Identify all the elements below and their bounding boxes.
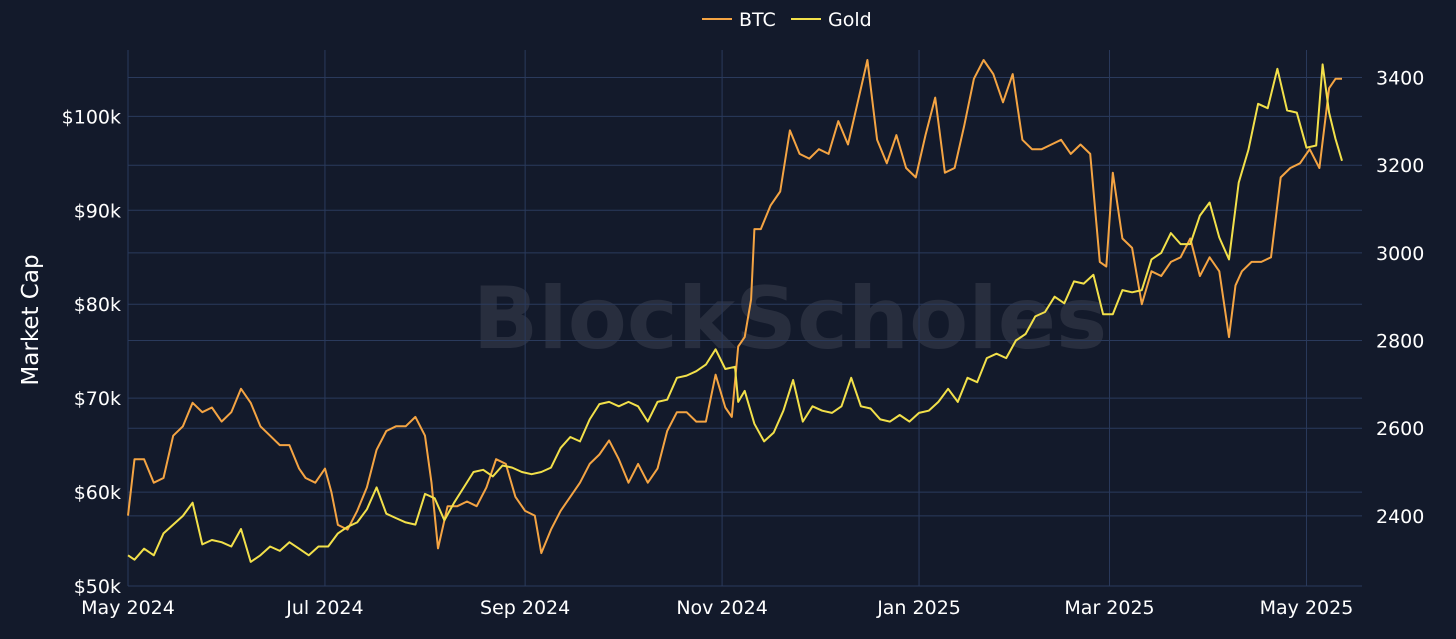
x-tick-label: Mar 2025 (1064, 597, 1154, 619)
x-tick-label: Sep 2024 (480, 597, 570, 619)
y2-tick-label: 3400 (1376, 68, 1424, 90)
x-tick-label: Nov 2024 (676, 597, 767, 619)
grid (127, 50, 1362, 587)
series-line-gold (127, 63, 1343, 563)
axes: May 2024 Jul 2024 Sep 2024 Nov 2024 Jan 2025… (62, 68, 1425, 619)
y-axis-label: Market Cap (18, 254, 44, 385)
legend[interactable]: BTC Gold (702, 9, 872, 31)
x-tick-label: May 2024 (81, 597, 175, 619)
x-tick-label: Jan 2025 (876, 597, 961, 619)
legend-item-gold[interactable]: Gold (791, 9, 872, 31)
watermark: BlockScholes (473, 269, 1108, 369)
x-tick-label: May 2025 (1260, 597, 1354, 619)
y-tick-label: $70k (74, 388, 121, 410)
legend-item-btc[interactable]: BTC (702, 9, 776, 31)
y2-tick-label: 2600 (1376, 418, 1424, 440)
series-lines (127, 59, 1343, 563)
y-tick-label: $50k (74, 576, 121, 598)
legend-label: BTC (739, 9, 776, 31)
y2-tick-label: 3200 (1376, 155, 1424, 177)
y2-tick-label: 2400 (1376, 506, 1424, 528)
y-tick-label: $60k (74, 482, 121, 504)
y-tick-label: $80k (74, 294, 121, 316)
y2-tick-label: 2800 (1376, 331, 1424, 353)
y2-tick-label: 3000 (1376, 243, 1424, 265)
series-line-btc (127, 59, 1342, 555)
legend-label: Gold (828, 9, 872, 31)
x-tick-label: Jul 2024 (285, 597, 363, 619)
y-tick-label: $100k (62, 106, 121, 128)
y-tick-label: $90k (74, 200, 121, 222)
